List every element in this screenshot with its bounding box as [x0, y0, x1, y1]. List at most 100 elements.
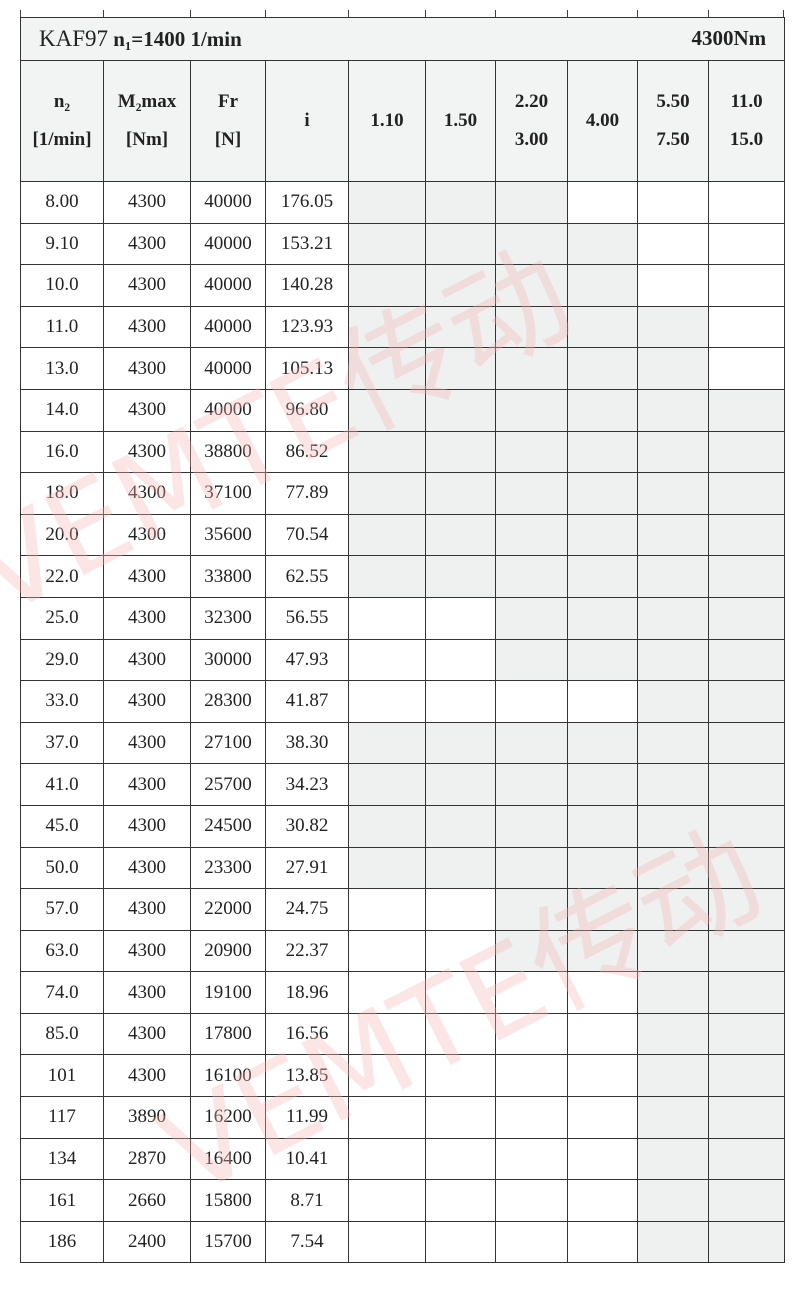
cell-i: 77.89: [265, 472, 349, 515]
power-cell-available: [495, 929, 568, 973]
power-cell-available: [707, 1012, 786, 1056]
cell-i: 105.13: [265, 347, 349, 390]
rated-torque: 4300Nm: [691, 26, 767, 50]
cell-fr: 35600: [190, 513, 266, 557]
power-cell-available: [637, 888, 709, 931]
cell-m2: 4300: [103, 804, 191, 848]
power-label: 2.20: [514, 91, 549, 112]
power-cell-available: [348, 472, 426, 515]
power-cell-available: [637, 347, 709, 390]
power-cell-available: [495, 596, 568, 640]
cell-fr: 19100: [190, 971, 266, 1014]
power-cell-available: [637, 638, 709, 682]
power-cell-empty: [707, 222, 786, 266]
table-row: 20.0 4300 35600 70.54: [20, 513, 786, 557]
power-label: 1.10: [370, 110, 404, 131]
power-label: 4.00: [585, 110, 620, 131]
power-cell-available: [707, 596, 786, 640]
cell-n2: 101: [20, 1054, 104, 1098]
cell-n2: 50.0: [20, 846, 104, 890]
power-label: 11.0: [730, 91, 763, 112]
power-cell-empty: [348, 1220, 426, 1264]
power-cell-empty: [348, 1096, 426, 1139]
power-cell-available: [348, 555, 426, 598]
power-cell-available: [425, 555, 496, 598]
power-cell-available: [495, 846, 568, 890]
power-cell-available: [707, 1054, 786, 1098]
power-cell-available: [707, 721, 786, 765]
cell-fr: 15800: [190, 1179, 266, 1222]
power-cell-available: [567, 388, 638, 432]
power-cell-available: [707, 1137, 786, 1181]
cell-n2: 16.0: [20, 430, 104, 474]
cell-fr: 28300: [190, 680, 266, 723]
power-cell-available: [567, 929, 638, 973]
power-cell-empty: [425, 1012, 496, 1056]
cell-i: 27.91: [265, 846, 349, 890]
power-cell-empty: [707, 264, 786, 307]
power-cell-available: [567, 846, 638, 890]
cell-i: 11.99: [265, 1096, 349, 1139]
cell-fr: 17800: [190, 1012, 266, 1056]
power-cell-available: [348, 305, 426, 349]
power-cell-empty: [567, 1220, 638, 1264]
table-row: 63.0 4300 20900 22.37: [20, 929, 786, 973]
table-row: 16.0 4300 38800 86.52: [20, 430, 786, 474]
power-cell-empty: [567, 1137, 638, 1181]
table-row: 41.0 4300 25700 34.23: [20, 763, 786, 806]
cell-i: 140.28: [265, 264, 349, 307]
cell-n2: 20.0: [20, 513, 104, 557]
header-power-5: 11.0 15.0: [707, 60, 786, 182]
table-row: 85.0 4300 17800 16.56: [20, 1012, 786, 1056]
power-cell-available: [348, 846, 426, 890]
header-power-3: 4.00: [567, 60, 638, 182]
power-cell-available: [495, 222, 568, 266]
tick-mark: [425, 10, 426, 18]
header-power-1: 1.50: [425, 60, 496, 182]
cell-i: 38.30: [265, 721, 349, 765]
power-cell-empty: [425, 1054, 496, 1098]
power-cell-available: [707, 638, 786, 682]
power-cell-available: [637, 305, 709, 349]
cell-n2: 10.0: [20, 264, 104, 307]
power-cell-empty: [495, 1137, 568, 1181]
power-cell-available: [567, 721, 638, 765]
power-cell-available: [425, 305, 496, 349]
power-cell-available: [637, 596, 709, 640]
power-cell-available: [495, 264, 568, 307]
power-cell-empty: [637, 181, 709, 224]
tick-mark: [783, 10, 784, 18]
cell-n2: 25.0: [20, 596, 104, 640]
cell-m2: 4300: [103, 929, 191, 973]
power-cell-available: [348, 388, 426, 432]
cell-m2: 4300: [103, 596, 191, 640]
cell-n2: 41.0: [20, 763, 104, 806]
power-cell-available: [637, 555, 709, 598]
table-row: 29.0 4300 30000 47.93: [20, 638, 786, 682]
power-cell-empty: [425, 596, 496, 640]
power-cell-available: [637, 1137, 709, 1181]
power-cell-available: [637, 721, 709, 765]
power-cell-available: [495, 804, 568, 848]
power-label: 3.00: [514, 129, 549, 150]
tick-mark: [637, 10, 638, 18]
cell-n2: 57.0: [20, 888, 104, 931]
cell-fr: 33800: [190, 555, 266, 598]
cell-n2: 63.0: [20, 929, 104, 973]
power-cell-available: [495, 763, 568, 806]
cell-m2: 4300: [103, 888, 191, 931]
cell-n2: 45.0: [20, 804, 104, 848]
power-cell-available: [707, 971, 786, 1014]
cell-i: 62.55: [265, 555, 349, 598]
column-ticks: [20, 10, 784, 18]
power-cell-available: [707, 804, 786, 848]
tick-mark: [708, 10, 709, 18]
header-m2max-unit: [Nm]: [125, 129, 169, 150]
cell-i: 8.71: [265, 1179, 349, 1222]
power-cell-empty: [348, 888, 426, 931]
power-cell-available: [567, 596, 638, 640]
table-row: 37.0 4300 27100 38.30: [20, 721, 786, 765]
cell-i: 153.21: [265, 222, 349, 266]
cell-m2: 4300: [103, 971, 191, 1014]
power-label: 15.0: [729, 129, 764, 150]
